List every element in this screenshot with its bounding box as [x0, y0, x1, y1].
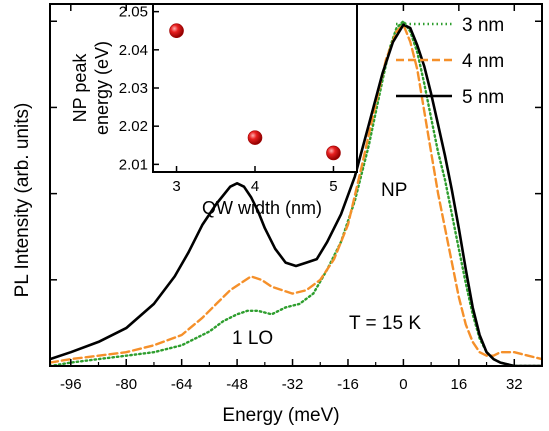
legend: 3 nm 4 nm 5 nm	[396, 15, 504, 108]
inset-y-ticks: 2.01 2.02 2.03 2.04 2.05	[119, 4, 159, 173]
main-x-tick-label: -16	[337, 376, 359, 393]
main-x-tick-label: -48	[226, 376, 248, 393]
main-y-axis-label: PL Intensity (arb. units)	[12, 103, 33, 298]
legend-label-5nm: 5 nm	[462, 87, 504, 108]
annotation-np: NP	[381, 180, 407, 201]
inset-x-tick-label: 3	[172, 178, 180, 195]
legend-entry-5nm: 5 nm	[396, 87, 504, 108]
main-x-ticks: -96 -80 -64 -48 -32 -16 0 16 32	[60, 4, 543, 393]
legend-entry-4nm: 4 nm	[396, 51, 504, 72]
inset-y-tick-label: 2.05	[119, 4, 148, 21]
inset-data-point	[169, 23, 184, 39]
annotation-1lo: 1 LO	[232, 328, 273, 349]
main-x-tick-label: 16	[451, 376, 468, 393]
inset-data-point	[326, 145, 341, 161]
legend-label-3nm: 3 nm	[462, 15, 504, 36]
inset-x-ticks: 3 4 5	[172, 166, 338, 195]
series-line-4nm	[50, 23, 542, 364]
main-series-group	[50, 20, 542, 366]
inset-y-tick-label: 2.04	[119, 42, 148, 59]
main-x-tick-label: 32	[506, 376, 523, 393]
main-x-tick-label: 0	[399, 376, 407, 393]
annotation-temperature: T = 15 K	[349, 313, 421, 334]
inset-x-tick-label: 4	[251, 178, 259, 195]
main-plot: -96 -80 -64 -48 -32 -16 0 16 32 Energy (meV) PL …	[12, 3, 543, 426]
main-x-tick-label: -32	[282, 376, 304, 393]
legend-label-4nm: 4 nm	[462, 51, 504, 72]
main-x-axis-label: Energy (meV)	[222, 405, 339, 426]
inset-y-axis-label-line-2: energy (eV)	[92, 41, 112, 135]
inset-y-axis-label: NP peak energy (eV)	[70, 41, 112, 135]
series-line-5nm	[50, 23, 542, 366]
inset-data-point	[247, 130, 263, 145]
main-x-tick-label: -64	[171, 376, 193, 393]
legend-entry-3nm: 3 nm	[396, 15, 504, 36]
inset-x-tick-label: 5	[329, 178, 337, 195]
inset-points	[169, 23, 341, 161]
inset-y-tick-label: 2.01	[119, 156, 148, 173]
main-y-ticks	[50, 20, 542, 367]
inset-y-tick-label: 2.02	[119, 118, 148, 135]
inset-y-axis-label-line-1: NP peak	[70, 53, 90, 123]
inset-y-tick-label: 2.03	[119, 80, 148, 97]
inset-x-axis-label: QW width (nm)	[202, 198, 322, 218]
main-x-tick-label: -80	[115, 376, 137, 393]
main-x-tick-label: -96	[60, 376, 82, 393]
inset-plot: 3 4 5 2.01 2.02 2.03 2.04 2.05 QW width (nm) N…	[70, 3, 358, 218]
